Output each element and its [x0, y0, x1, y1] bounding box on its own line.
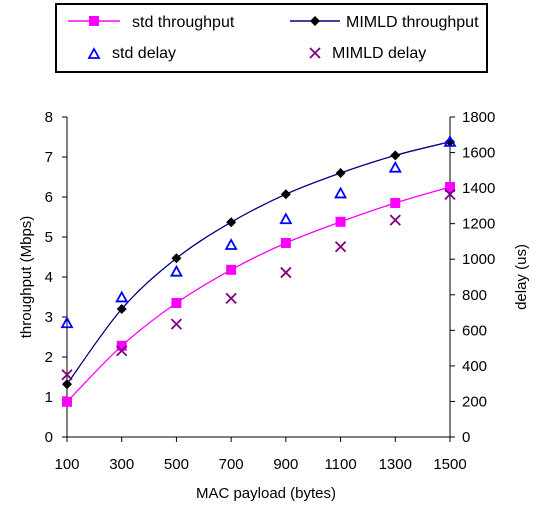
- data-point-triangle: [279, 212, 293, 225]
- data-point-triangle: [60, 316, 74, 329]
- legend-diamond-marker: [310, 16, 320, 26]
- x-tick-label: 300: [109, 456, 134, 473]
- x-tick-label: 1100: [324, 456, 356, 473]
- left-tick-label: 2: [45, 349, 53, 366]
- x-tick-label: 900: [273, 456, 298, 473]
- series-std-throughput: [62, 182, 455, 407]
- x-tick-label: 1300: [379, 456, 412, 473]
- left-tick-label: 4: [45, 269, 53, 286]
- legend-item-mimld-throughput: MIMLD throughput: [290, 14, 479, 31]
- left-y-axis-title: throughput (Mbps): [18, 216, 35, 339]
- right-tick-label: 400: [462, 358, 487, 375]
- legend-label-std-throughput: std throughput: [132, 14, 235, 31]
- x-tick-label: 100: [54, 456, 79, 473]
- data-point-cross: [444, 188, 456, 200]
- right-tick-label: 0: [462, 429, 470, 446]
- data-point-diamond: [335, 168, 346, 178]
- data-point-square: [335, 216, 346, 227]
- data-point-diamond: [171, 253, 182, 264]
- data-point-diamond: [390, 150, 401, 161]
- legend-label-mimld-throughput: MIMLD throughput: [346, 14, 479, 31]
- x-tick-label: 500: [164, 456, 189, 473]
- legend: std throughput MIMLD throughput std dela…: [55, 3, 488, 73]
- data-point-diamond: [226, 217, 237, 228]
- axis-ticks: 0 1 2 3 4 5 6 7 8 0 200 400 600 800 1000 1200 1400 1600 18…: [45, 109, 496, 473]
- left-tick-label: 7: [45, 149, 53, 166]
- left-tick-label: 3: [45, 309, 53, 326]
- legend-cross-marker: [309, 47, 321, 59]
- legend-label-std-delay: std delay: [112, 45, 176, 62]
- x-tick-label: 1500: [433, 456, 466, 473]
- left-tick-label: 1: [45, 389, 53, 406]
- data-point-cross: [170, 318, 183, 330]
- data-point-diamond: [116, 304, 127, 314]
- x-tick-label: 700: [219, 456, 244, 473]
- legend-item-mimld-delay: MIMLD delay: [309, 45, 426, 62]
- legend-item-std-delay: std delay: [87, 45, 176, 62]
- data-point-cross: [280, 266, 292, 279]
- left-tick-label: 6: [45, 189, 53, 206]
- data-point-triangle: [169, 264, 183, 277]
- series-layer: [60, 135, 457, 407]
- data-point-square: [390, 198, 401, 208]
- right-tick-label: 600: [462, 322, 487, 339]
- data-point-diamond: [62, 379, 72, 390]
- data-point-cross: [116, 345, 128, 357]
- legend-box: [55, 3, 488, 73]
- data-point-triangle: [334, 186, 348, 199]
- data-point-cross: [389, 214, 401, 226]
- x-axis-title: MAC payload (bytes): [196, 485, 336, 502]
- legend-square-marker: [89, 16, 99, 26]
- right-tick-label: 1800: [462, 109, 495, 126]
- left-tick-label: 8: [45, 109, 53, 126]
- data-point-square: [116, 340, 127, 351]
- data-point-diamond: [445, 136, 455, 147]
- data-point-square: [280, 238, 291, 248]
- data-point-triangle: [388, 160, 402, 173]
- series-line: [66, 186, 451, 403]
- right-tick-label: 800: [462, 287, 487, 304]
- legend-item-std-throughput: std throughput: [68, 14, 235, 31]
- plot-area: [66, 117, 451, 438]
- series-mimld-throughput: [62, 136, 455, 390]
- data-point-diamond: [280, 189, 291, 200]
- right-tick-label: 1600: [462, 145, 495, 162]
- legend-label-mimld-delay: MIMLD delay: [332, 45, 426, 62]
- series-std-delay: [60, 135, 457, 329]
- left-tick-label: 0: [45, 429, 53, 446]
- legend-triangle-marker: [87, 47, 101, 59]
- right-tick-label: 200: [462, 393, 487, 410]
- right-tick-label: 1000: [462, 251, 495, 268]
- data-point-square: [62, 396, 72, 407]
- data-point-cross: [225, 292, 237, 304]
- data-point-square: [226, 264, 237, 275]
- right-tick-label: 1200: [462, 216, 495, 233]
- data-point-triangle: [115, 290, 129, 303]
- data-point-cross: [334, 241, 347, 253]
- data-point-square: [171, 298, 182, 308]
- data-point-square: [445, 182, 455, 192]
- right-tick-label: 1400: [462, 180, 495, 197]
- series-mimld-delay: [61, 188, 456, 381]
- left-tick-label: 5: [45, 229, 53, 246]
- data-point-cross: [61, 369, 73, 381]
- data-point-triangle: [443, 135, 457, 147]
- data-point-triangle: [224, 238, 238, 250]
- right-y-axis-title: delay (us): [513, 244, 530, 310]
